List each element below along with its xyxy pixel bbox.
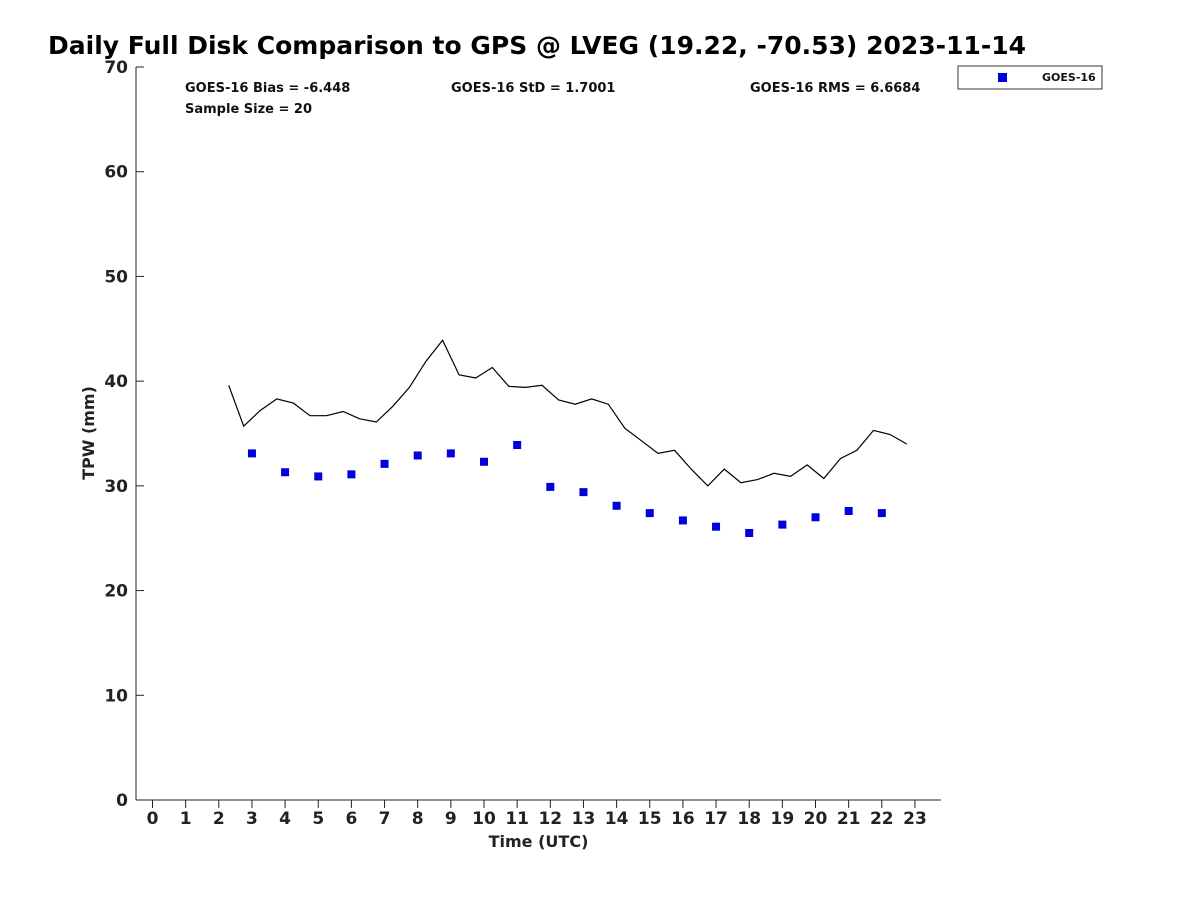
y-tick-label: 70 bbox=[104, 58, 128, 78]
goes16-point bbox=[247, 449, 256, 458]
goes16-point bbox=[314, 472, 323, 481]
stats-annotations: GOES-16 Bias = -6.448 GOES-16 StD = 1.70… bbox=[185, 81, 920, 117]
sample-size-annotation: Sample Size = 20 bbox=[185, 102, 312, 117]
x-tick-label: 4 bbox=[279, 809, 291, 829]
x-tick-label: 23 bbox=[903, 809, 927, 829]
legend: GOES-16 bbox=[957, 65, 1103, 90]
x-tick-label: 17 bbox=[704, 809, 728, 829]
goes16-point bbox=[612, 501, 621, 510]
x-tick-label: 21 bbox=[837, 809, 861, 829]
goes16-point bbox=[281, 468, 290, 477]
goes16-point bbox=[380, 459, 389, 468]
x-tick-label: 18 bbox=[737, 809, 761, 829]
y-tick-label: 0 bbox=[116, 791, 128, 811]
y-tick-label: 50 bbox=[104, 267, 128, 287]
x-tick-label: 8 bbox=[412, 809, 424, 829]
x-tick-label: 1 bbox=[180, 809, 192, 829]
x-tick-label: 14 bbox=[605, 809, 629, 829]
goes16-point bbox=[778, 520, 787, 529]
x-tick-label: 13 bbox=[572, 809, 596, 829]
x-tick-label: 9 bbox=[445, 809, 457, 829]
x-tick-label: 15 bbox=[638, 809, 662, 829]
goes16-point bbox=[413, 451, 422, 460]
goes16-point bbox=[480, 457, 488, 466]
x-tick-label: 16 bbox=[671, 809, 695, 829]
goes16-point bbox=[844, 506, 853, 515]
series-layer bbox=[228, 339, 907, 537]
x-tick-label: 10 bbox=[472, 809, 496, 829]
y-tick-label: 40 bbox=[104, 372, 128, 392]
goes16-point bbox=[347, 470, 356, 479]
axes bbox=[135, 67, 941, 801]
x-tick-label: 2 bbox=[213, 809, 225, 829]
legend-marker-goes16 bbox=[998, 73, 1007, 82]
x-tick-label: 3 bbox=[246, 809, 258, 829]
bias-annotation: GOES-16 Bias = -6.448 bbox=[185, 81, 350, 96]
x-tick-label: 5 bbox=[312, 809, 324, 829]
goes16-point bbox=[712, 522, 721, 531]
goes16-point bbox=[579, 488, 588, 497]
goes16-point bbox=[745, 528, 754, 537]
std-annotation: GOES-16 StD = 1.7001 bbox=[451, 81, 615, 96]
x-axis-label: Time (UTC) bbox=[489, 832, 589, 851]
legend-box bbox=[957, 65, 1103, 90]
x-tick-label: 6 bbox=[345, 809, 357, 829]
y-tick-label: 10 bbox=[104, 686, 128, 706]
goes16-point bbox=[877, 509, 886, 518]
x-tick-label: 11 bbox=[505, 809, 529, 829]
y-tick-label: 20 bbox=[104, 582, 128, 602]
x-tick-label: 22 bbox=[870, 809, 894, 829]
y-axis-label: TPW (mm) bbox=[79, 386, 98, 480]
gps-tpw-line bbox=[228, 339, 907, 487]
rms-annotation: GOES-16 RMS = 6.6684 bbox=[750, 81, 920, 96]
goes16-point bbox=[811, 513, 820, 522]
x-tick-label: 20 bbox=[804, 809, 828, 829]
y-tick-label: 60 bbox=[104, 163, 128, 183]
y-tick-label: 30 bbox=[104, 477, 128, 497]
chart-title: Daily Full Disk Comparison to GPS @ LVEG… bbox=[48, 31, 1026, 60]
goes16-point bbox=[678, 516, 687, 525]
goes16-point bbox=[546, 482, 555, 491]
goes16-point bbox=[513, 441, 522, 450]
x-tick-label: 0 bbox=[147, 809, 159, 829]
x-ticks: 0 1 2 3 4 5 6 7 8 9 10 11 12 13 14 15 16 17 18 19 20 21 22 23 bbox=[147, 800, 927, 829]
goes16-point bbox=[446, 449, 455, 458]
y-ticks: 0 10 20 30 40 50 60 70 bbox=[104, 58, 144, 811]
x-tick-label: 7 bbox=[379, 809, 391, 829]
x-tick-label: 19 bbox=[771, 809, 795, 829]
x-tick-label: 12 bbox=[538, 809, 562, 829]
goes16-point bbox=[645, 509, 654, 518]
legend-label-goes16: GOES-16 bbox=[1042, 71, 1096, 84]
